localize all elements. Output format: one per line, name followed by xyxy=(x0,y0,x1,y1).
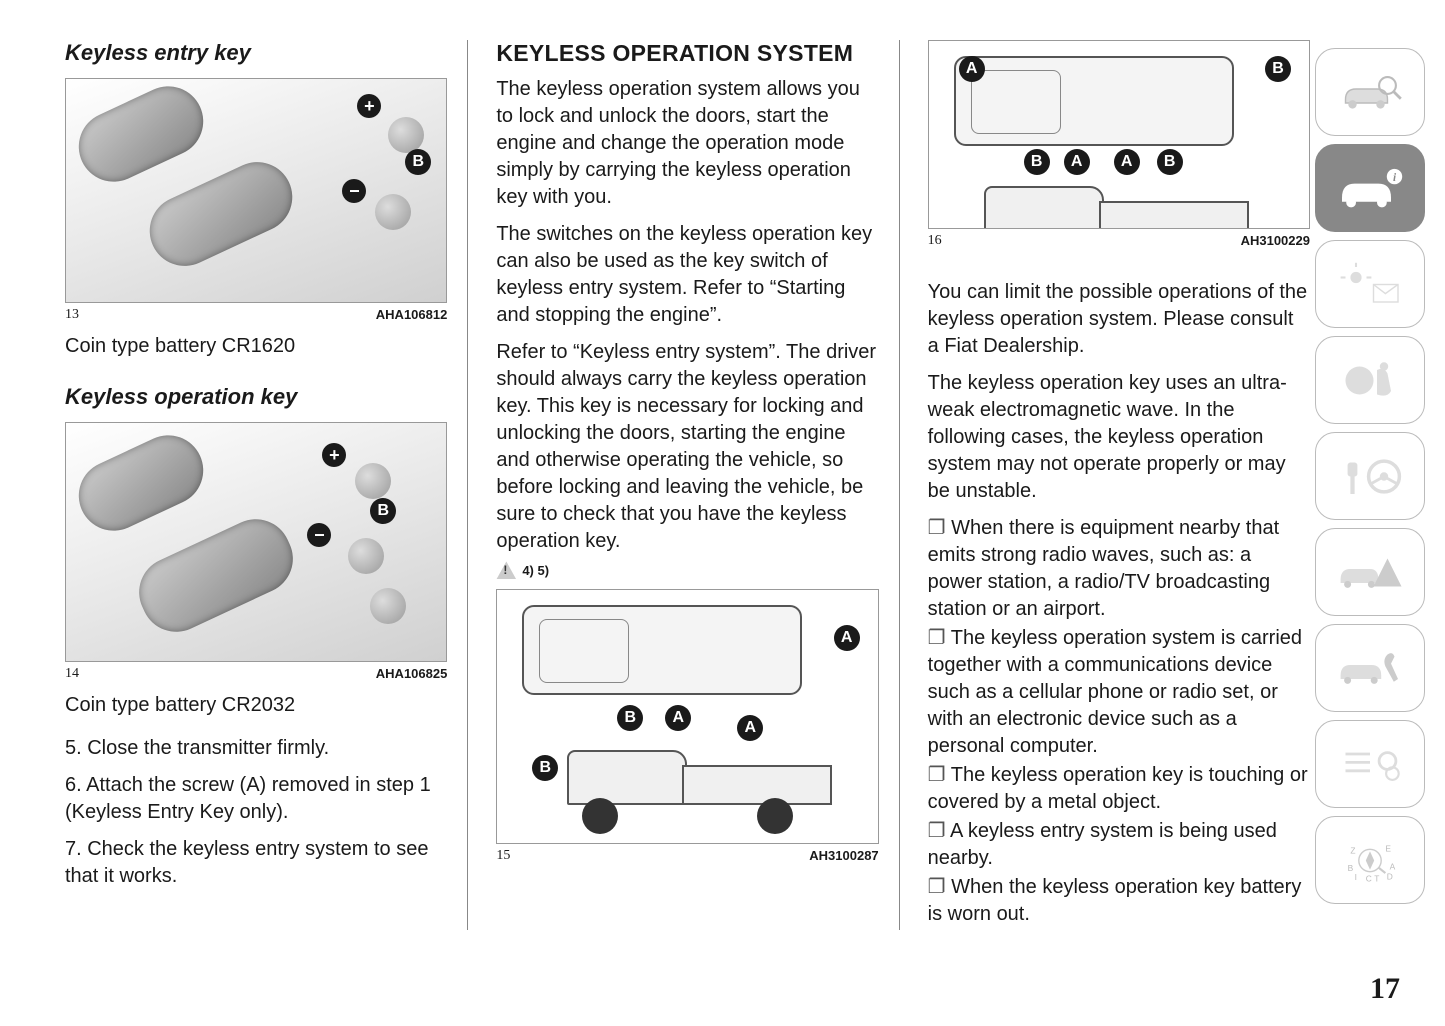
tab-car-wrench[interactable] xyxy=(1315,624,1425,712)
col2-p2: The switches on the keyless operation ke… xyxy=(496,221,878,329)
step-7: 7. Check the keyless entry system to see… xyxy=(65,836,447,890)
fig16-code: AH3100229 xyxy=(1241,233,1310,249)
step-6: 6. Attach the screw (A) removed in step … xyxy=(65,772,447,826)
fig14-code: AHA106825 xyxy=(376,666,448,682)
col2-p1: The keyless operation system allows you … xyxy=(496,76,878,211)
col3-p1: You can limit the possible operations of… xyxy=(928,279,1310,360)
fig15-code: AH3100287 xyxy=(809,848,878,864)
svg-text:B: B xyxy=(1348,863,1354,873)
page-content: Keyless entry key + − B 13 AHA106812 Coi… xyxy=(0,0,1445,940)
svg-text:A: A xyxy=(1390,861,1396,871)
svg-text:E: E xyxy=(1385,843,1391,853)
caption-cr2032: Coin type battery CR2032 xyxy=(65,692,447,719)
col3-p2: The keyless operation key uses an ultra-… xyxy=(928,370,1310,505)
bullet-4: A keyless entry system is being used nea… xyxy=(928,818,1310,872)
tab-key-wheel[interactable] xyxy=(1315,432,1425,520)
heading-keyless-system: KEYLESS OPERATION SYSTEM xyxy=(496,40,878,66)
tab-car-info[interactable]: i xyxy=(1315,144,1425,232)
svg-text:Z: Z xyxy=(1350,845,1355,855)
tab-airbag[interactable] xyxy=(1315,336,1425,424)
figure-15-caption: 15 AH3100287 xyxy=(496,848,878,864)
fig13-num: 13 xyxy=(65,307,79,323)
warning-icon xyxy=(496,561,516,579)
figure-13-caption: 13 AHA106812 xyxy=(65,307,447,323)
page-number: 17 xyxy=(1370,972,1400,1006)
badge-b-fig13: B xyxy=(405,149,431,175)
figure-15: A B A A B xyxy=(496,589,878,844)
tab-car-warning[interactable] xyxy=(1315,528,1425,616)
svg-text:C: C xyxy=(1366,873,1372,883)
figure-14: + − B xyxy=(65,422,447,662)
fig14-num: 14 xyxy=(65,666,79,682)
tab-list-gear[interactable] xyxy=(1315,720,1425,808)
caption-cr1620: Coin type battery CR1620 xyxy=(65,333,447,360)
column-2: KEYLESS OPERATION SYSTEM The keyless ope… xyxy=(496,40,899,930)
figure-16: A B B A A B xyxy=(928,40,1310,229)
svg-text:T: T xyxy=(1374,873,1379,883)
bullet-2: The keyless operation system is carried … xyxy=(928,625,1310,760)
bullet-1: When there is equipment nearby that emit… xyxy=(928,515,1310,623)
heading-keyless-entry: Keyless entry key xyxy=(65,40,447,66)
figure-16-caption: 16 AH3100229 xyxy=(928,233,1310,249)
column-1: Keyless entry key + − B 13 AHA106812 Coi… xyxy=(65,40,468,930)
figure-14-caption: 14 AHA106825 xyxy=(65,666,447,682)
warning-row: 4) 5) xyxy=(496,561,878,579)
fig13-code: AHA106812 xyxy=(376,307,448,323)
col2-p3: Refer to “Keyless entry system”. The dri… xyxy=(496,339,878,555)
tab-car-search[interactable] xyxy=(1315,48,1425,136)
heading-keyless-op-key: Keyless operation key xyxy=(65,384,447,410)
fig16-num: 16 xyxy=(928,233,942,249)
bullet-5: When the keyless operation key battery i… xyxy=(928,874,1310,928)
svg-text:I: I xyxy=(1355,872,1357,882)
bullet-3: The keyless operation key is touching or… xyxy=(928,762,1310,816)
tab-light-mail[interactable] xyxy=(1315,240,1425,328)
step-5: 5. Close the transmitter firmly. xyxy=(65,735,447,762)
section-tabs: i Z E B A ICTD xyxy=(1315,48,1425,904)
fig15-num: 15 xyxy=(496,848,510,864)
svg-text:D: D xyxy=(1387,871,1393,881)
badge-b-fig14: B xyxy=(370,498,396,524)
warning-refs: 4) 5) xyxy=(522,563,549,578)
tab-compass[interactable]: Z E B A ICTD xyxy=(1315,816,1425,904)
figure-13: + − B xyxy=(65,78,447,303)
